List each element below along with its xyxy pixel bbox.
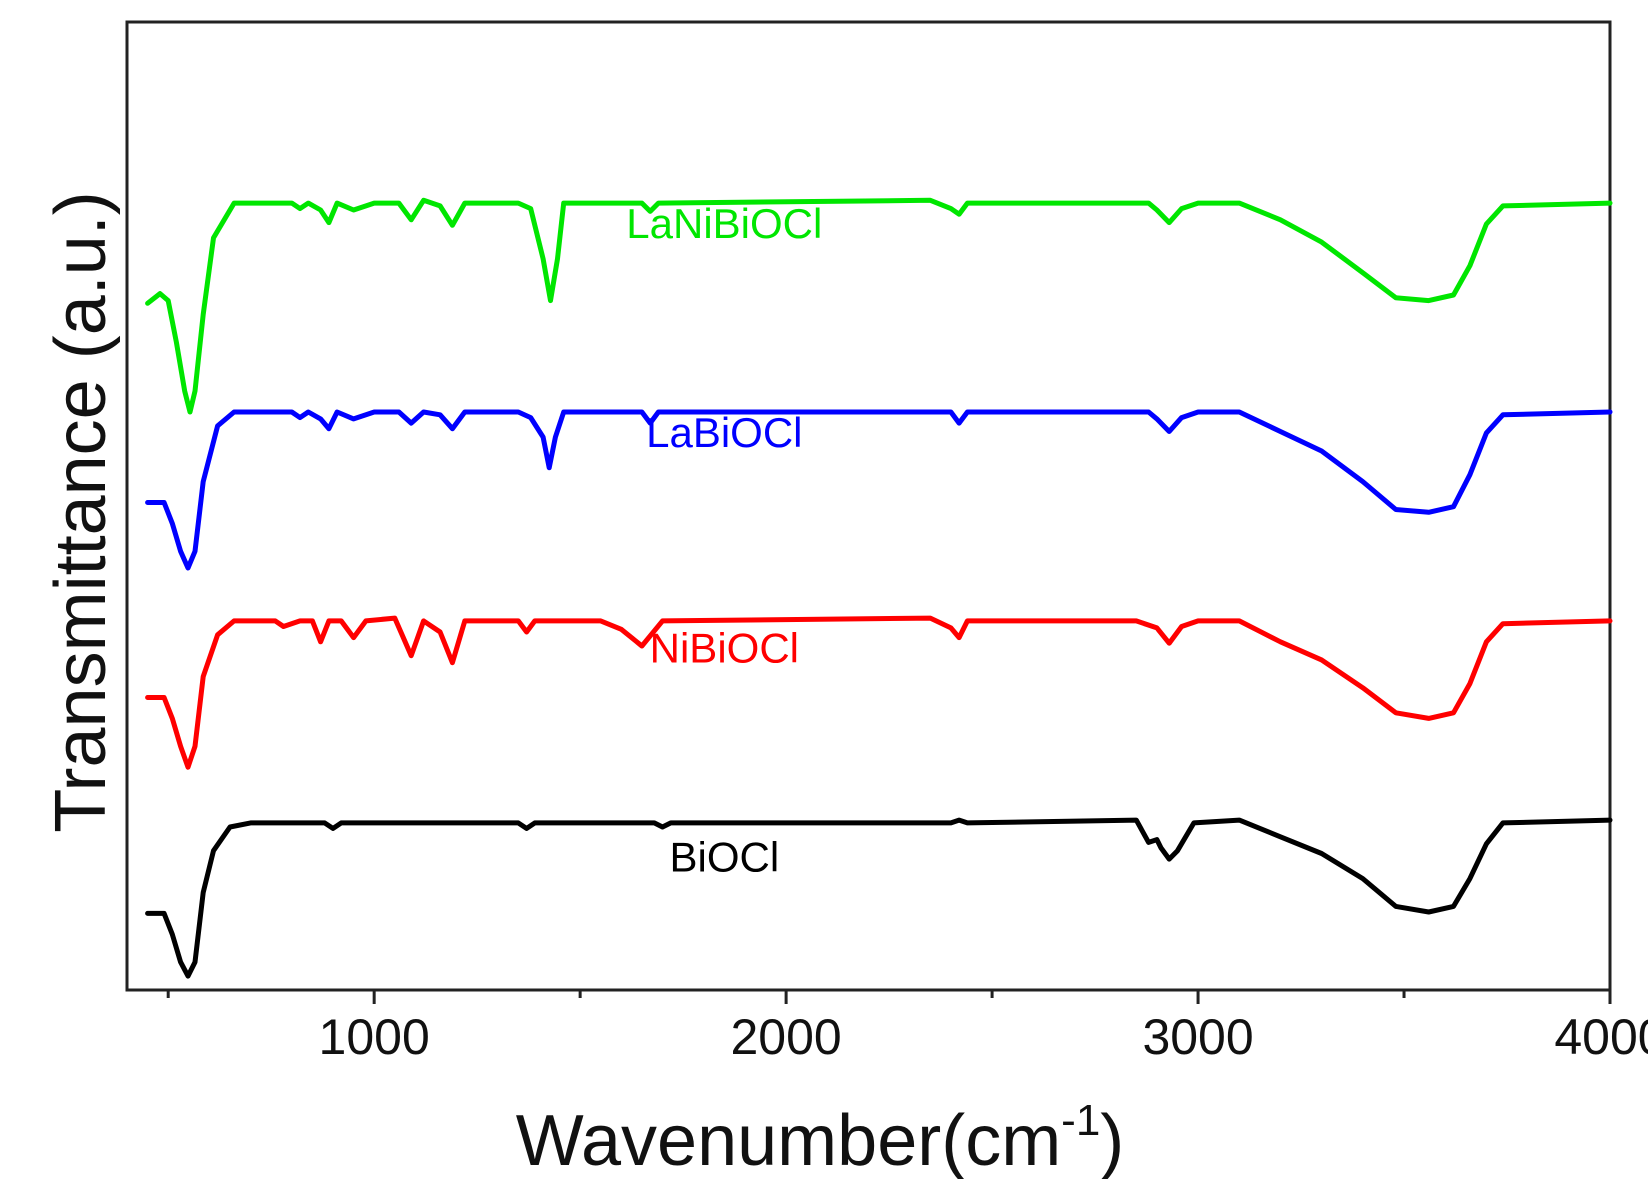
x-tick-label: 3000: [1142, 1009, 1253, 1065]
series-label-lanibiocl: LaNiBiOCl: [626, 200, 822, 247]
x-tick-label: 4000: [1554, 1009, 1648, 1065]
x-axis-ticks: [166, 990, 1612, 1004]
series-label-nibiocl: NiBiOCl: [650, 625, 799, 672]
x-axis-tick-labels: 1000 2000 3000 4000: [319, 1009, 1648, 1065]
series-line-nibiocl: [145, 615, 1613, 770]
x-axis-label-close: ): [1100, 1101, 1124, 1179]
x-axis-label-main: Wavenumber(cm: [516, 1101, 1061, 1179]
series-label-labiocl: LaBiOCl: [646, 409, 802, 456]
plot-frame: [125, 20, 1612, 992]
x-tick-label: 1000: [319, 1009, 430, 1065]
y-axis-label: Transmittance (a.u.): [41, 191, 121, 833]
series-group: [145, 197, 1613, 979]
x-axis-label-sup: -1: [1061, 1096, 1100, 1145]
x-axis-label: Wavenumber(cm-1): [516, 1096, 1125, 1179]
x-tick-label: 2000: [730, 1009, 841, 1065]
series-line-lanibiocl: [145, 197, 1613, 415]
series-line-biocl: [145, 817, 1613, 979]
series-line-labiocl: [145, 409, 1613, 571]
series-label-biocl: BiOCl: [669, 834, 779, 881]
series-labels: BiOCl NiBiOCl LaBiOCl LaNiBiOCl: [626, 200, 822, 881]
